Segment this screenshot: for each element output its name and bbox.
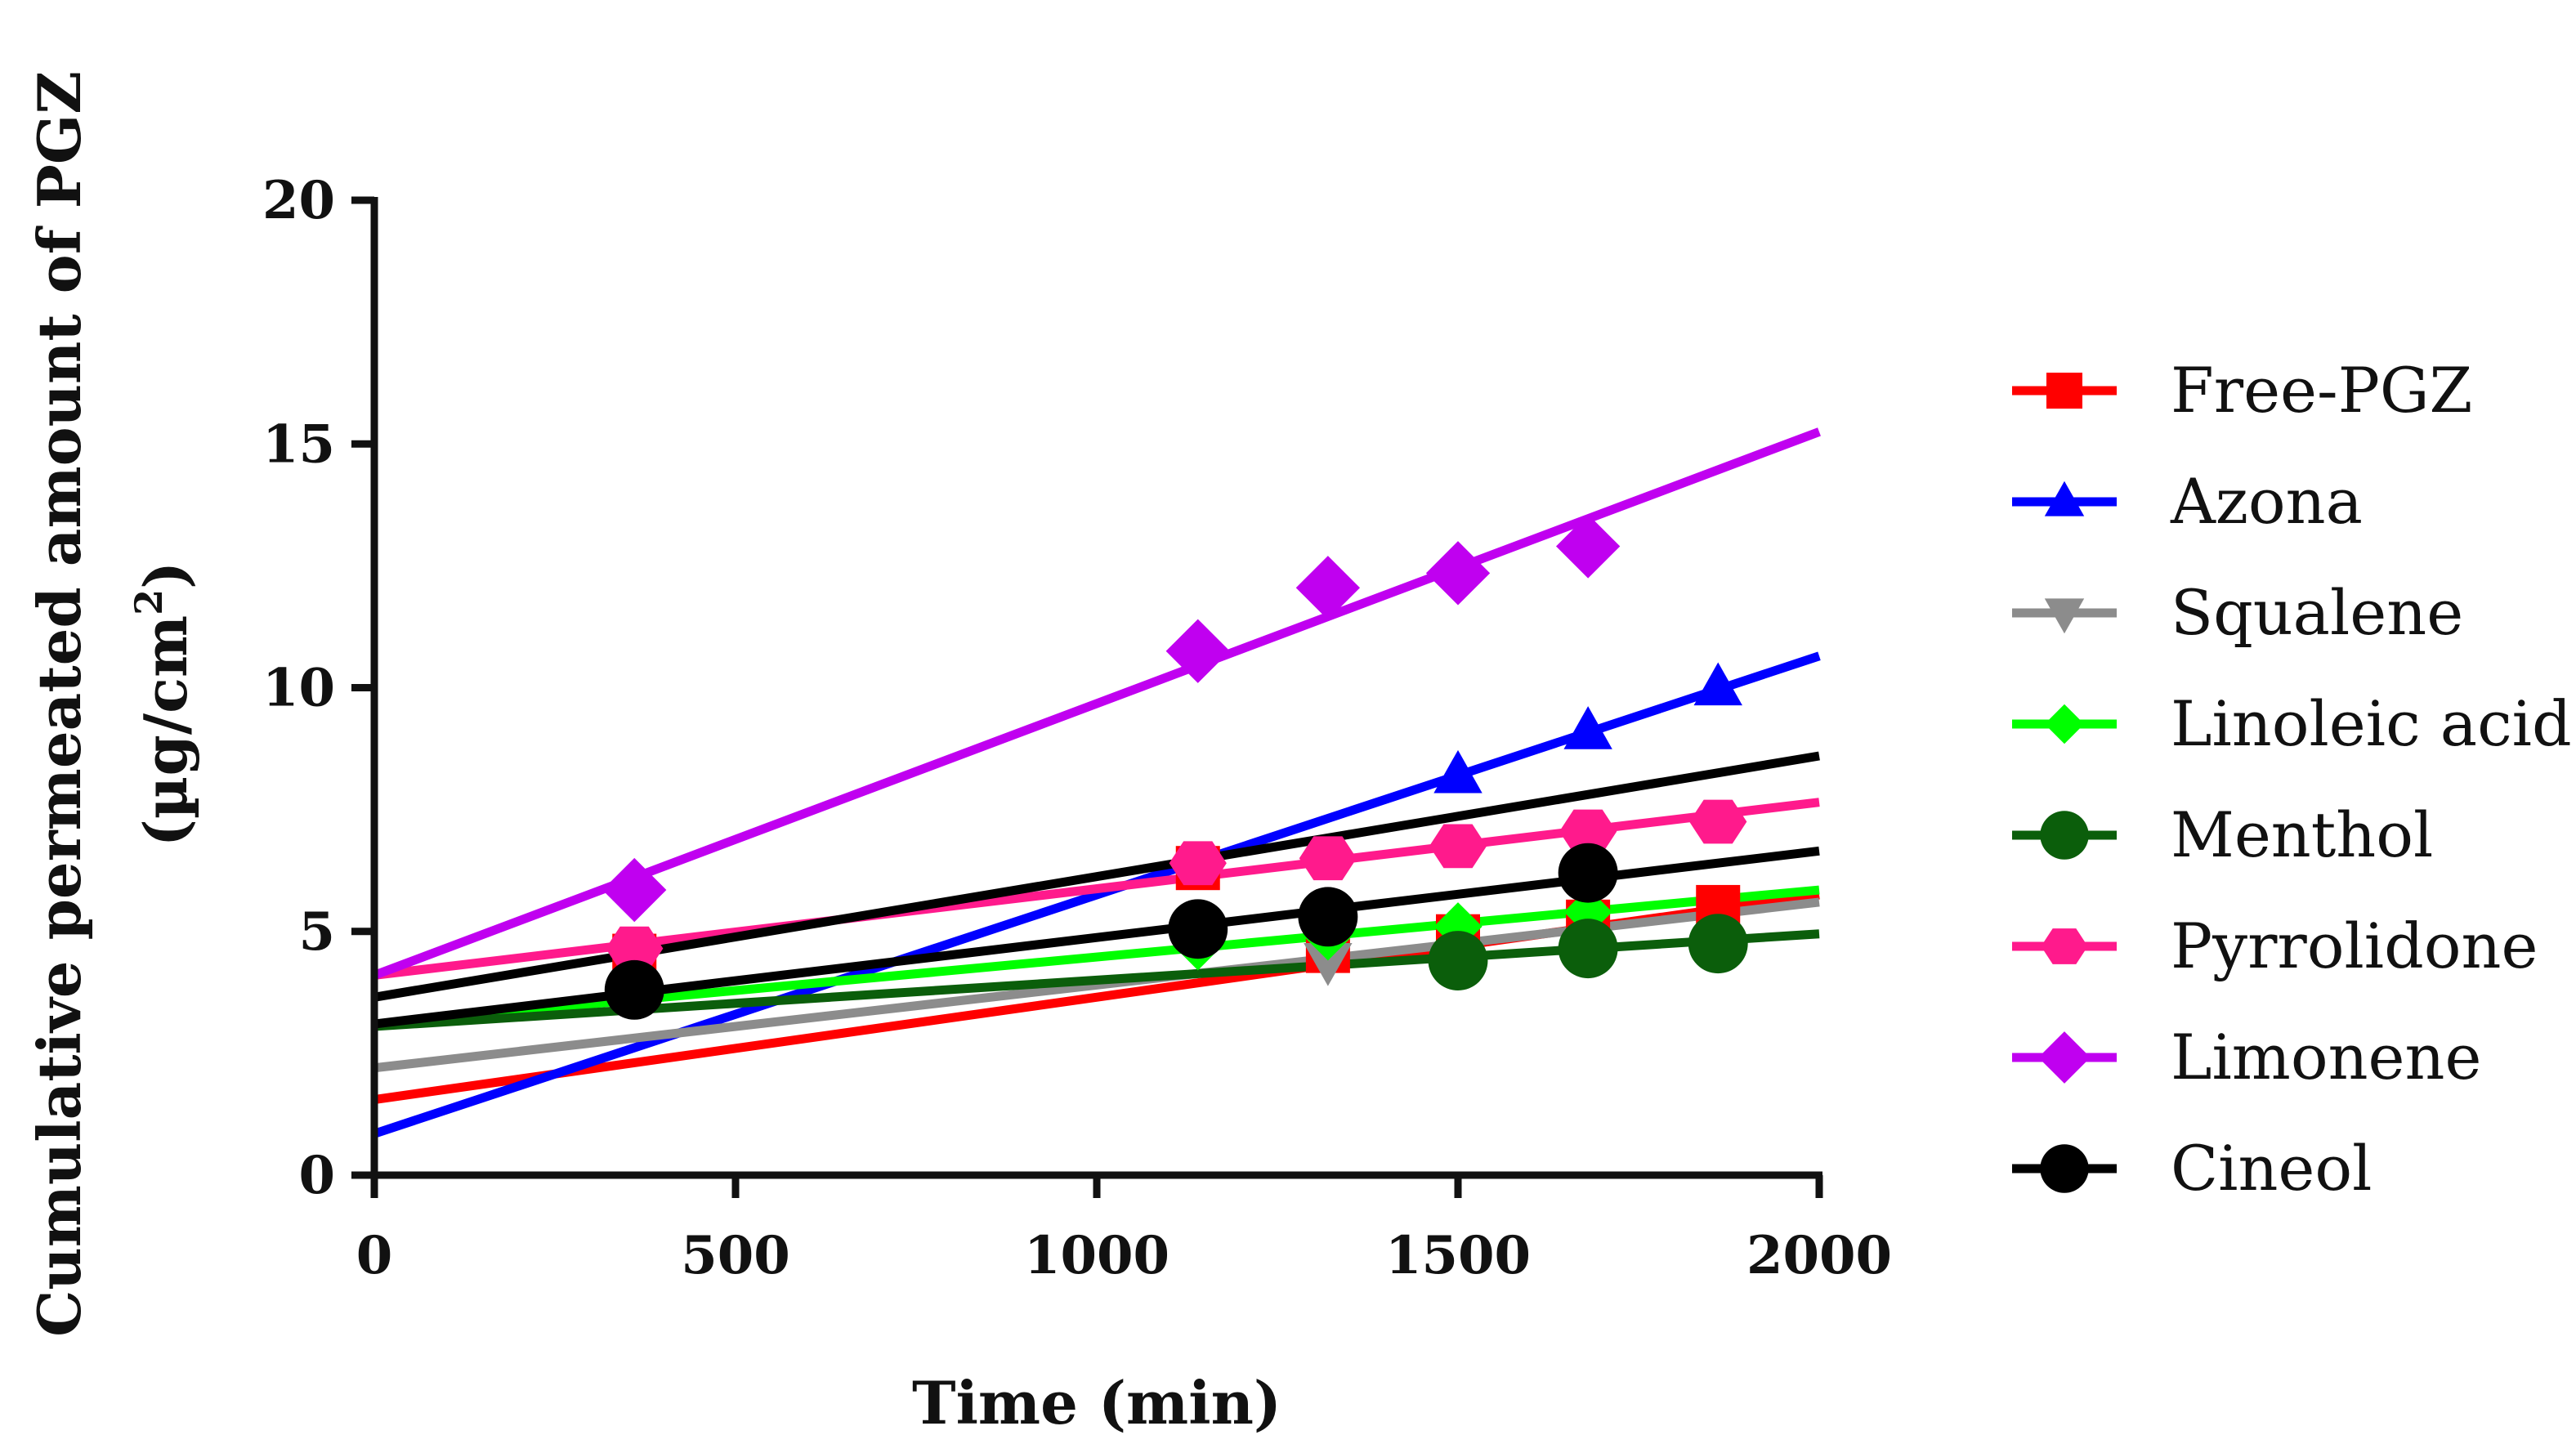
data-point-squalene xyxy=(1304,942,1353,986)
x-tick-label: 2000 xyxy=(1746,1225,1892,1286)
y-axis-unit-superscript: 2 xyxy=(127,589,171,615)
data-point-menthol xyxy=(1558,919,1618,979)
legend-item-cineol: Cineol xyxy=(2012,1132,2372,1205)
legend-swatch-marker xyxy=(2046,373,2082,409)
legend: Free-PGZ Azona Squalene Linoleic acid Mentho… xyxy=(2012,354,2572,1205)
y-axis-title-line2: (µg/cm2) xyxy=(127,561,200,847)
data-point-limonene xyxy=(1555,514,1621,579)
data-point-pyrrolidone xyxy=(1299,836,1357,881)
x-tick-label: 0 xyxy=(356,1225,393,1286)
legend-item-free-pgz: Free-PGZ xyxy=(2012,354,2472,427)
data-point-azona xyxy=(1433,749,1483,794)
data-point-azona xyxy=(1563,706,1612,749)
x-tick-label: 1000 xyxy=(1024,1225,1169,1286)
legend-swatch-marker xyxy=(2044,704,2085,744)
data-point-pyrrolidone xyxy=(606,926,664,971)
legend-swatch-marker xyxy=(2038,1031,2091,1084)
legend-item-menthol: Menthol xyxy=(2012,798,2433,871)
axes: 0 5 10 15 20 0 500 1000 1500 2000 xyxy=(262,170,1892,1286)
legend-swatch-marker xyxy=(2040,1144,2089,1193)
data-point-menthol xyxy=(1688,914,1748,974)
y-axis-unit-text: (µg/cm xyxy=(131,615,200,847)
data-point-cineol xyxy=(604,959,664,1020)
legend-label: Menthol xyxy=(2171,798,2433,871)
data-point-cineol xyxy=(1558,843,1618,903)
x-tick-label: 500 xyxy=(681,1225,790,1286)
data-point-pyrrolidone xyxy=(1169,841,1227,886)
legend-item-pyrrolidone: Pyrrolidone xyxy=(2012,910,2538,982)
y-tick-label: 20 xyxy=(262,170,335,231)
data-point-pyrrolidone xyxy=(1689,799,1747,844)
x-tick-label: 1500 xyxy=(1385,1225,1531,1286)
y-axis-title-line1: Cumulative permeated amount of PGZ xyxy=(25,71,94,1337)
legend-label: Free-PGZ xyxy=(2171,354,2472,427)
data-point-pyrrolidone xyxy=(1429,824,1487,869)
data-point-menthol xyxy=(1428,931,1488,990)
legend-swatch-marker xyxy=(2044,481,2085,516)
legend-item-linoleic-acid: Linoleic acid xyxy=(2012,687,2572,760)
legend-item-azona: Azona xyxy=(2012,465,2363,538)
x-axis-title: Time (min) xyxy=(912,1368,1281,1437)
data-point-limonene xyxy=(602,857,667,923)
data-point-limonene xyxy=(1295,556,1361,620)
legend-label: Squalene xyxy=(2171,576,2463,649)
data-point-cineol xyxy=(1298,887,1358,947)
legend-label: Azona xyxy=(2170,465,2363,538)
y-tick-label: 10 xyxy=(262,658,335,719)
y-tick-label: 15 xyxy=(262,414,335,475)
legend-label: Cineol xyxy=(2171,1132,2372,1205)
data-point-limonene xyxy=(1425,541,1491,606)
legend-swatch-marker xyxy=(2041,928,2088,964)
data-points xyxy=(602,514,1748,1020)
data-point-cineol xyxy=(1168,899,1228,959)
legend-item-limonene: Limonene xyxy=(2012,1021,2481,1093)
y-axis-title: Cumulative permeated amount of PGZ (µg/cm… xyxy=(25,71,200,1337)
data-point-limonene xyxy=(1165,619,1230,683)
legend-label: Linoleic acid xyxy=(2171,687,2572,760)
y-axis-unit-close: ) xyxy=(131,561,200,589)
y-tick-label: 0 xyxy=(298,1145,335,1206)
legend-item-squalene: Squalene xyxy=(2012,576,2463,649)
data-point-pyrrolidone xyxy=(1559,809,1617,854)
data-point-azona xyxy=(1693,662,1742,706)
legend-label: Limonene xyxy=(2171,1021,2481,1093)
legend-swatch-marker xyxy=(2044,598,2085,634)
legend-label: Pyrrolidone xyxy=(2171,910,2538,982)
legend-swatch-marker xyxy=(2040,811,2089,860)
y-tick-label: 5 xyxy=(298,901,335,963)
